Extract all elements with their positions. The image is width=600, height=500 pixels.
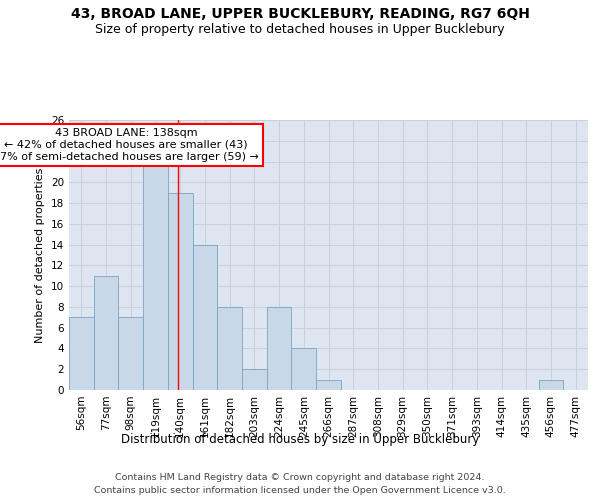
Bar xyxy=(316,380,341,390)
Text: 43, BROAD LANE, UPPER BUCKLEBURY, READING, RG7 6QH: 43, BROAD LANE, UPPER BUCKLEBURY, READIN… xyxy=(71,8,529,22)
Bar xyxy=(539,380,563,390)
Bar xyxy=(217,307,242,390)
Text: Distribution of detached houses by size in Upper Bucklebury: Distribution of detached houses by size … xyxy=(121,432,479,446)
Bar xyxy=(193,244,217,390)
Bar xyxy=(143,162,168,390)
Text: Contains public sector information licensed under the Open Government Licence v3: Contains public sector information licen… xyxy=(94,486,506,495)
Bar xyxy=(168,192,193,390)
Text: Contains HM Land Registry data © Crown copyright and database right 2024.: Contains HM Land Registry data © Crown c… xyxy=(115,472,485,482)
Text: 43 BROAD LANE: 138sqm
← 42% of detached houses are smaller (43)
57% of semi-deta: 43 BROAD LANE: 138sqm ← 42% of detached … xyxy=(0,128,259,162)
Bar xyxy=(292,348,316,390)
Bar xyxy=(118,318,143,390)
Bar xyxy=(94,276,118,390)
Bar xyxy=(69,318,94,390)
Bar xyxy=(267,307,292,390)
Text: Size of property relative to detached houses in Upper Bucklebury: Size of property relative to detached ho… xyxy=(95,22,505,36)
Y-axis label: Number of detached properties: Number of detached properties xyxy=(35,168,46,342)
Bar xyxy=(242,369,267,390)
